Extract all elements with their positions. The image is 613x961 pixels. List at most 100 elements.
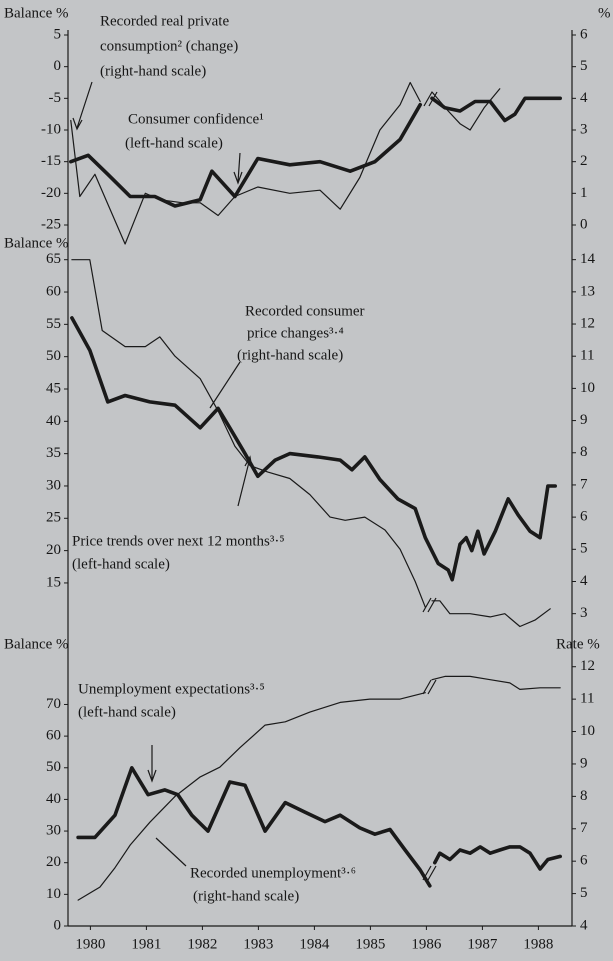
annotation: Price trends over next 12 months³·⁵: [72, 533, 285, 549]
y2-tick-label: 6: [580, 853, 588, 869]
y-tick-label: 45: [46, 380, 61, 396]
thick-line: [433, 845, 562, 871]
annotation: (right-hand scale): [237, 347, 343, 363]
y-tick-label: 35: [46, 445, 61, 461]
y-tick-label: 60: [46, 728, 61, 744]
y-tick-label: -5: [49, 90, 62, 106]
x-tick-label: 1987: [467, 936, 498, 952]
pointer: [155, 837, 187, 867]
y-tick-label: 30: [46, 822, 61, 838]
y-tick-label: 25: [46, 510, 61, 526]
y2-tick-label: 7: [580, 820, 588, 836]
y2-tick-label: 2: [580, 153, 588, 169]
y-tick-label: 70: [46, 696, 61, 712]
y-tick-label: 55: [46, 316, 61, 332]
thick-line: [430, 96, 562, 123]
y2-tick-label: 13: [580, 283, 595, 299]
y2-tick-label: 4: [580, 90, 588, 106]
y-tick-label: -20: [41, 185, 61, 201]
y2-tick-label: 11: [580, 348, 594, 364]
annotation: Consumer confidence¹: [128, 111, 264, 127]
arrow: [72, 81, 93, 131]
annotation: consumption² (change): [100, 38, 238, 54]
annotation: (right-hand scale): [100, 63, 206, 79]
y2-tick-label: 9: [580, 755, 588, 771]
pointer: [209, 361, 241, 409]
y-tick-label: 20: [46, 854, 61, 870]
y-tick-label: 5: [54, 26, 62, 42]
x-tick-label: 1985: [355, 936, 385, 952]
annotation: (left-hand scale): [72, 556, 170, 572]
thin-line: [77, 692, 426, 901]
y2-tick-label: 4: [580, 573, 588, 589]
y-tick-label: -25: [41, 216, 61, 232]
x-tick-label: 1980: [75, 936, 105, 952]
thin-line: [431, 675, 561, 690]
thin-line: [431, 600, 551, 628]
y2-tick-label: 6: [580, 26, 588, 42]
annotation: (left-hand scale): [78, 704, 176, 720]
thin-line: [70, 81, 421, 245]
x-tick-label: 1983: [243, 936, 273, 952]
y2-tick-label: 10: [580, 380, 595, 396]
annotation: Recorded unemployment³·⁶: [190, 865, 356, 881]
y2-tick-label: 1: [580, 185, 588, 201]
y2-tick-label: 8: [580, 788, 588, 804]
y-axis-title: Balance %: [4, 5, 69, 21]
y2-tick-label: 8: [580, 444, 588, 460]
y-tick-label: 15: [46, 574, 61, 590]
annotation: Recorded consumer: [245, 303, 365, 319]
y-tick-label: 20: [46, 542, 61, 558]
y-tick-label: 60: [46, 283, 61, 299]
y2-tick-label: 3: [580, 121, 588, 137]
arrow: [147, 745, 157, 783]
y2-tick-label: 0: [580, 216, 588, 232]
thick-line: [70, 316, 557, 582]
x-tick-label: 1988: [523, 936, 553, 952]
y2-tick-label: 12: [580, 658, 595, 674]
y-tick-label: 50: [46, 348, 61, 364]
y-tick-label: 0: [54, 917, 62, 933]
y-axis-title: Balance %: [4, 235, 69, 251]
y2-tick-label: 3: [580, 605, 588, 621]
annotation: (left-hand scale): [125, 135, 223, 151]
y-tick-label: 50: [46, 759, 61, 775]
y2-tick-label: 7: [580, 476, 588, 492]
x-tick-label: 1986: [411, 936, 442, 952]
y-tick-label: 10: [46, 886, 61, 902]
y2-tick-label: 5: [580, 58, 588, 74]
x-tick-label: 1981: [131, 936, 161, 952]
thin-line: [71, 259, 426, 608]
x-tick-label: 1982: [187, 936, 217, 952]
y2-tick-label: 12: [580, 315, 595, 331]
y2-tick-label: 11: [580, 691, 594, 707]
y2-axis-title: %: [598, 5, 611, 21]
y-axis-title: Balance %: [4, 636, 69, 652]
break-mark: [422, 679, 437, 695]
annotation: (right-hand scale): [193, 888, 299, 904]
y2-tick-label: 9: [580, 412, 588, 428]
y-tick-label: 30: [46, 477, 61, 493]
thin-line: [431, 88, 501, 131]
y2-tick-label: 6: [580, 509, 588, 525]
y-tick-label: 65: [46, 251, 61, 267]
y2-tick-label: 5: [580, 541, 588, 557]
y-tick-label: 0: [54, 58, 62, 74]
y2-tick-label: 10: [580, 723, 595, 739]
arrow: [233, 152, 243, 185]
y-tick-label: -10: [41, 121, 61, 137]
annotation: Recorded real private: [100, 13, 229, 29]
y2-tick-label: 4: [580, 917, 588, 933]
y-tick-label: -15: [41, 153, 61, 169]
thick-line: [76, 766, 432, 888]
y2-tick-label: 5: [580, 885, 588, 901]
annotation: Unemployment expectations³·⁵: [78, 681, 265, 697]
y-tick-label: 40: [46, 413, 61, 429]
break-marks: [422, 91, 438, 881]
x-tick-label: 1984: [299, 936, 330, 952]
thick-line: [69, 102, 422, 208]
y2-tick-label: 14: [580, 251, 596, 267]
annotation: price changes³·⁴: [247, 325, 344, 341]
